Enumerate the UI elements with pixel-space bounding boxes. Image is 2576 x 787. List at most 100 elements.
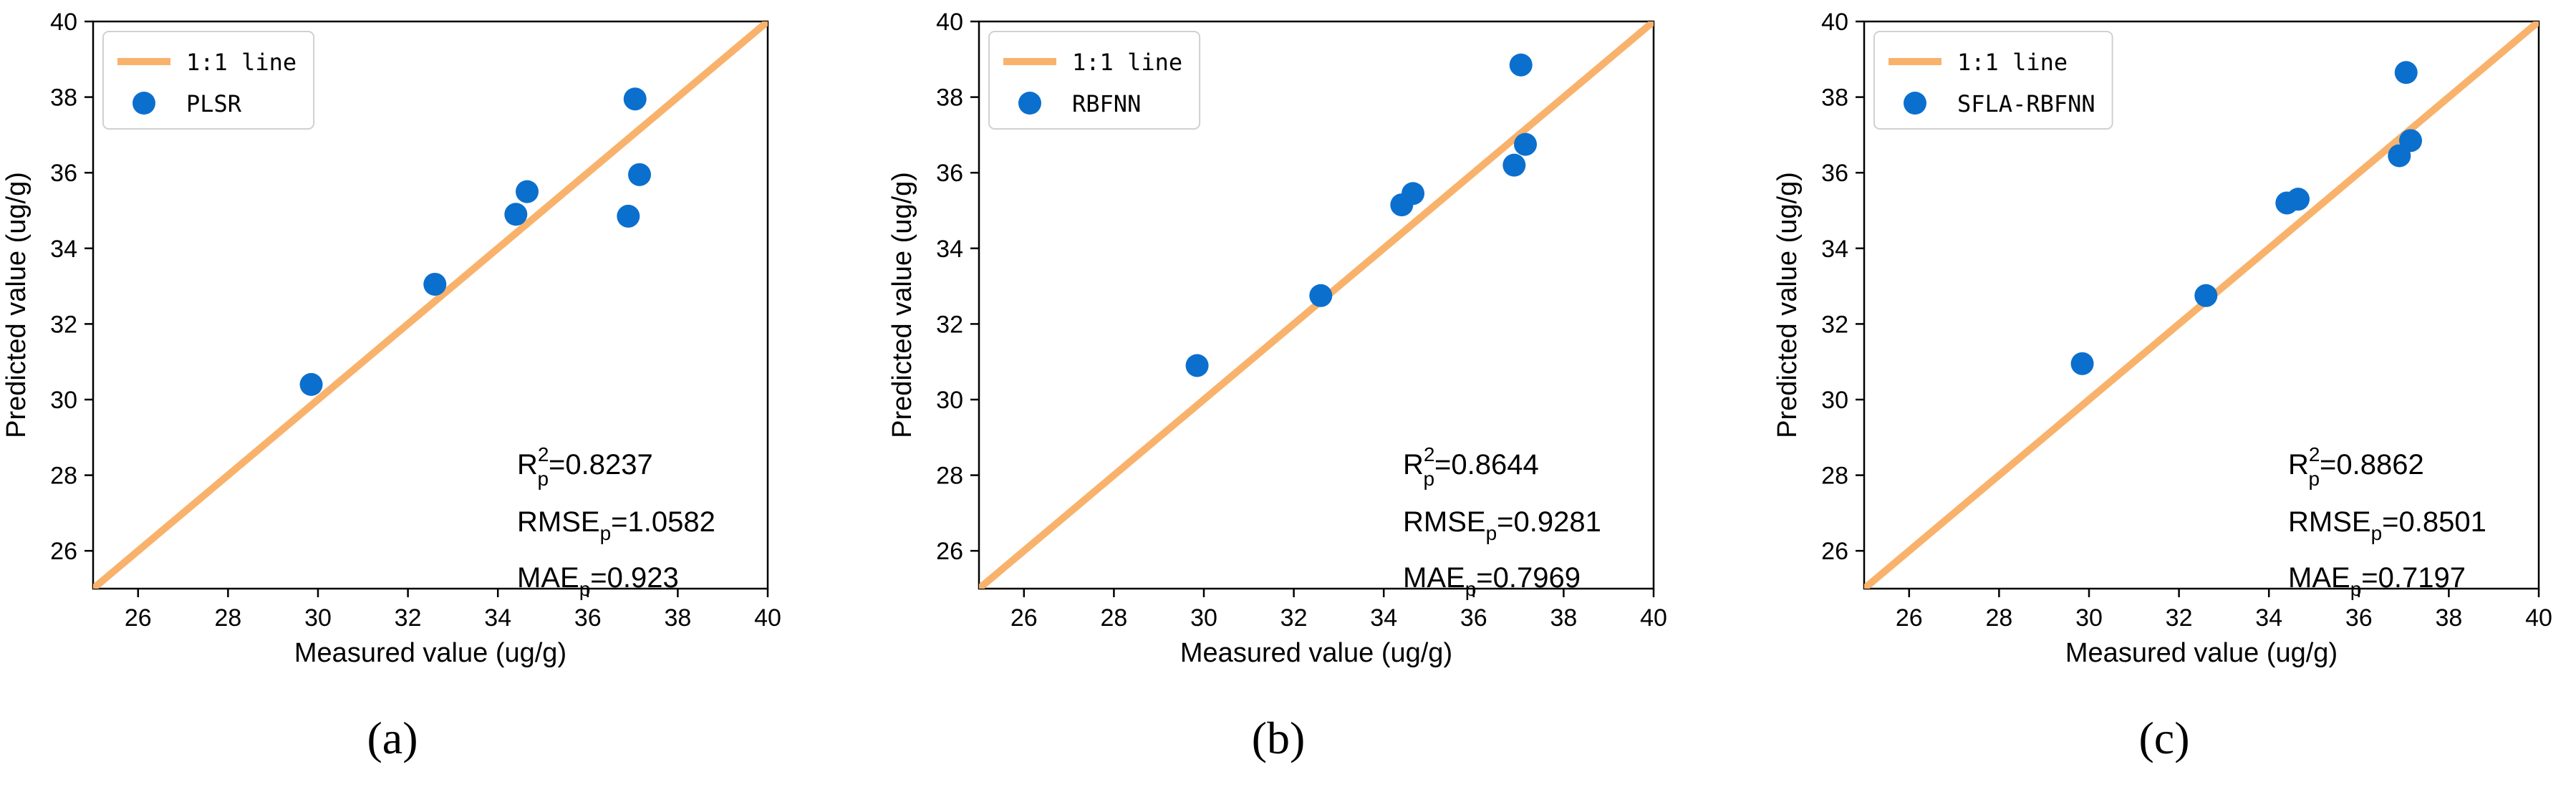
x-tick-label: 28 xyxy=(1985,604,2012,632)
metric-rmse-sub: p xyxy=(600,522,612,544)
metric-rmse-symbol: RMSE xyxy=(2288,506,2371,538)
x-tick-label: 38 xyxy=(664,604,691,632)
metric-r2-sup: 2 xyxy=(2309,443,2320,465)
legend-label-line: 1:1 line xyxy=(186,49,296,76)
metric-r2-value: =0.8644 xyxy=(1434,449,1539,481)
metric-mae-value: =0.7969 xyxy=(1476,562,1581,594)
x-tick-label: 30 xyxy=(2075,604,2103,632)
x-tick-label: 32 xyxy=(2166,604,2193,632)
data-point xyxy=(2287,188,2310,211)
plot-area xyxy=(1864,21,2539,589)
y-tick-label: 38 xyxy=(936,85,963,112)
x-tick-label: 32 xyxy=(395,604,422,632)
metric-mae: MAEp=0.7969 xyxy=(1403,562,1581,600)
plot-area xyxy=(93,21,768,589)
metric-mae: MAEp=0.923 xyxy=(517,562,679,600)
metric-mae-sub: p xyxy=(579,578,591,600)
legend-label-model: RBFNN xyxy=(1072,90,1141,117)
legend-point-swatch xyxy=(1018,92,1041,115)
x-tick-label: 34 xyxy=(1370,604,1397,632)
data-point xyxy=(623,87,647,111)
data-point xyxy=(1309,284,1333,307)
x-tick-label: 36 xyxy=(1460,604,1487,632)
panel-label: (c) xyxy=(2138,713,2189,763)
metric-mae-sub: p xyxy=(2350,578,2362,600)
panel-label: (b) xyxy=(1252,713,1306,763)
metric-r2-sup: 2 xyxy=(1424,443,1435,465)
x-tick-label: 36 xyxy=(2345,604,2373,632)
metric-rmse-value: =1.0582 xyxy=(611,506,715,538)
legend: 1:1 line SFLA-RBFNN xyxy=(1873,31,2113,130)
x-tick-label: 28 xyxy=(1100,604,1127,632)
metric-r2: R2 p=0.8862 xyxy=(2288,443,2424,490)
metric-r2-symbol: R xyxy=(517,449,538,481)
metric-mae-value: =0.923 xyxy=(590,562,678,594)
legend: 1:1 line RBFNN xyxy=(988,31,1201,130)
chart-panel-b: 26 28 30 32 34 36 38 40 26 28 30 32 34 36 38 40 Measured… xyxy=(887,9,1667,763)
x-axis-label: Measured value (ug/g) xyxy=(294,638,566,668)
metric-mae-symbol: MAE xyxy=(1403,562,1465,594)
y-tick-label: 28 xyxy=(1821,463,1848,490)
chart-panel-c: 26 28 30 32 34 36 38 40 26 28 30 32 34 36 38 40 Measured… xyxy=(1772,9,2552,763)
x-axis-label: Measured value (ug/g) xyxy=(1180,638,1452,668)
x-tick-label: 30 xyxy=(304,604,332,632)
metric-rmse-value: =0.9281 xyxy=(1497,506,1601,538)
metric-r2-value: =0.8862 xyxy=(2320,449,2424,481)
metric-r2-symbol: R xyxy=(1403,449,1424,481)
y-tick-label: 28 xyxy=(936,463,963,490)
plot-frame xyxy=(1863,20,2540,590)
y-tick-label: 38 xyxy=(1821,85,1848,112)
legend-label-model: PLSR xyxy=(186,90,242,117)
x-tick-label: 26 xyxy=(1896,604,1923,632)
y-tick-label: 36 xyxy=(936,160,963,187)
data-point xyxy=(1509,53,1533,77)
y-tick-label: 36 xyxy=(1821,160,1848,187)
y-tick-label: 28 xyxy=(50,463,77,490)
y-tick-label: 30 xyxy=(1821,387,1848,414)
legend-point-swatch xyxy=(1904,92,1926,115)
y-tick-label: 26 xyxy=(50,538,77,565)
metric-rmse-sub: p xyxy=(1486,522,1497,544)
metric-rmse-value: =0.8501 xyxy=(2382,506,2486,538)
data-point xyxy=(423,272,447,296)
y-axis-label: Predicted value (ug/g) xyxy=(887,172,917,438)
chart-panel-a: 26 28 30 32 34 36 38 40 26 28 30 32 34 36 38 40 Measured… xyxy=(1,9,781,763)
metric-rmse-symbol: RMSE xyxy=(517,506,600,538)
metric-mae: MAEp=0.7197 xyxy=(2288,562,2466,600)
data-point xyxy=(1402,182,1425,206)
x-tick-label: 40 xyxy=(1640,604,1667,632)
data-point xyxy=(516,180,539,203)
metric-r2-sup: 2 xyxy=(538,443,549,465)
data-point xyxy=(2070,352,2094,375)
y-tick-label: 32 xyxy=(1821,311,1848,338)
metric-r2-sub: p xyxy=(1423,468,1434,490)
y-tick-label: 38 xyxy=(50,85,77,112)
metric-mae-symbol: MAE xyxy=(2288,562,2350,594)
legend-box xyxy=(1873,31,2113,130)
plot-frame xyxy=(92,20,769,590)
legend: 1:1 line PLSR xyxy=(102,31,315,130)
y-tick-label: 32 xyxy=(50,311,77,338)
data-point xyxy=(2399,129,2423,153)
x-tick-label: 40 xyxy=(754,604,781,632)
data-point xyxy=(1514,132,1538,156)
y-tick-label: 34 xyxy=(50,236,77,263)
legend-box xyxy=(102,31,315,130)
x-tick-label: 36 xyxy=(574,604,602,632)
data-point xyxy=(2194,284,2218,307)
metric-rmse-symbol: RMSE xyxy=(1403,506,1486,538)
metric-r2-value: =0.8237 xyxy=(549,449,653,481)
plot-frame xyxy=(978,20,1655,590)
legend-label-model: SFLA-RBFNN xyxy=(1957,90,2095,117)
metric-r2-sub: p xyxy=(537,468,549,490)
legend-point-swatch xyxy=(132,92,155,115)
x-tick-label: 38 xyxy=(1550,604,1577,632)
data-point xyxy=(628,163,652,186)
x-tick-label: 40 xyxy=(2525,604,2552,632)
legend-box xyxy=(988,31,1201,130)
y-tick-label: 40 xyxy=(936,9,963,36)
metric-r2-symbol: R xyxy=(2288,449,2309,481)
metric-rmse: RMSEp=1.0582 xyxy=(517,506,715,544)
y-tick-label: 32 xyxy=(936,311,963,338)
